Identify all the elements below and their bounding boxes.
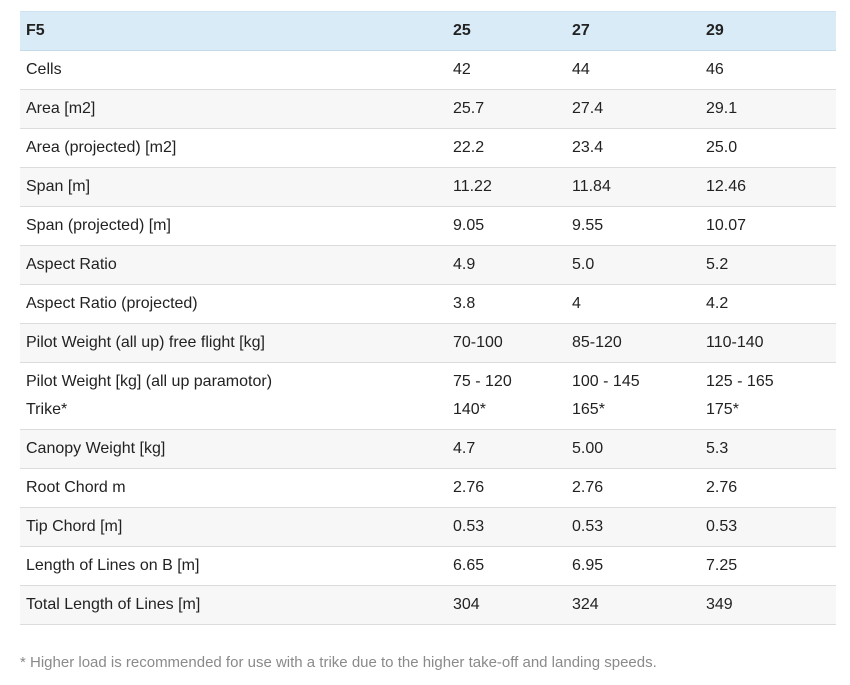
table-cell: 4 bbox=[566, 284, 700, 324]
table-cell: 0.53 bbox=[447, 507, 566, 547]
row-label: Canopy Weight [kg] bbox=[20, 429, 447, 469]
table-cell: 4.9 bbox=[447, 245, 566, 285]
table-cell: 27.4 bbox=[566, 89, 700, 129]
table-row: Pilot Weight (all up) free flight [kg] 7… bbox=[20, 323, 836, 363]
table-cell: 46 bbox=[700, 50, 836, 90]
table-cell: 9.55 bbox=[566, 206, 700, 246]
table-cell: 110-140 bbox=[700, 323, 836, 363]
table-row: Span (projected) [m] 9.05 9.55 10.07 bbox=[20, 206, 836, 246]
table-cell: 25.0 bbox=[700, 128, 836, 168]
row-label: Root Chord m bbox=[20, 468, 447, 508]
header-cell-size-29: 29 bbox=[700, 11, 836, 51]
table-cell: 9.05 bbox=[447, 206, 566, 246]
table-row: Pilot Weight [kg] (all up paramotor) Tri… bbox=[20, 362, 836, 430]
table-cell: 85-120 bbox=[566, 323, 700, 363]
table-row: Total Length of Lines [m] 304 324 349 bbox=[20, 585, 836, 625]
table-cell: 5.0 bbox=[566, 245, 700, 285]
table-cell: 6.95 bbox=[566, 546, 700, 586]
row-label: Pilot Weight [kg] (all up paramotor) Tri… bbox=[20, 362, 447, 430]
table-cell: 25.7 bbox=[447, 89, 566, 129]
table-cell: 10.07 bbox=[700, 206, 836, 246]
table-cell: 75 - 120 140* bbox=[447, 362, 566, 430]
table-row: Canopy Weight [kg] 4.7 5.00 5.3 bbox=[20, 429, 836, 469]
table-cell: 125 - 165 175* bbox=[700, 362, 836, 430]
table-cell: 349 bbox=[700, 585, 836, 625]
table-row: Span [m] 11.22 11.84 12.46 bbox=[20, 167, 836, 207]
row-label: Cells bbox=[20, 50, 447, 90]
table-cell: 3.8 bbox=[447, 284, 566, 324]
table-row: Cells 42 44 46 bbox=[20, 50, 836, 90]
table-cell: 2.76 bbox=[566, 468, 700, 508]
table-cell: 22.2 bbox=[447, 128, 566, 168]
table-cell: 5.2 bbox=[700, 245, 836, 285]
row-label: Length of Lines on B [m] bbox=[20, 546, 447, 586]
table-cell: 11.22 bbox=[447, 167, 566, 207]
table-cell: 4.2 bbox=[700, 284, 836, 324]
header-cell-model: F5 bbox=[20, 11, 447, 51]
header-cell-size-25: 25 bbox=[447, 11, 566, 51]
spec-table: F5 25 27 29 Cells 42 44 46 Area [m2] 25.… bbox=[20, 11, 836, 625]
table-cell: 4.7 bbox=[447, 429, 566, 469]
row-label: Aspect Ratio bbox=[20, 245, 447, 285]
cell-line: 165* bbox=[572, 401, 605, 418]
row-label-line: Trike* bbox=[26, 401, 68, 418]
table-cell: 7.25 bbox=[700, 546, 836, 586]
table-cell: 23.4 bbox=[566, 128, 700, 168]
table-cell: 100 - 145 165* bbox=[566, 362, 700, 430]
table-row: Area [m2] 25.7 27.4 29.1 bbox=[20, 89, 836, 129]
row-label: Area (projected) [m2] bbox=[20, 128, 447, 168]
footnote: * Higher load is recommended for use wit… bbox=[20, 654, 657, 671]
table-cell: 29.1 bbox=[700, 89, 836, 129]
cell-line: 125 - 165 bbox=[706, 373, 774, 390]
table-cell: 44 bbox=[566, 50, 700, 90]
cell-line: 140* bbox=[453, 401, 486, 418]
row-label: Span [m] bbox=[20, 167, 447, 207]
table-row: Length of Lines on B [m] 6.65 6.95 7.25 bbox=[20, 546, 836, 586]
table-cell: 2.76 bbox=[700, 468, 836, 508]
table-row: Tip Chord [m] 0.53 0.53 0.53 bbox=[20, 507, 836, 547]
table-row: Root Chord m 2.76 2.76 2.76 bbox=[20, 468, 836, 508]
table-cell: 324 bbox=[566, 585, 700, 625]
table-cell: 70-100 bbox=[447, 323, 566, 363]
header-cell-size-27: 27 bbox=[566, 11, 700, 51]
table-cell: 5.00 bbox=[566, 429, 700, 469]
cell-line: 75 - 120 bbox=[453, 373, 512, 390]
table-cell: 12.46 bbox=[700, 167, 836, 207]
header-row: F5 25 27 29 bbox=[20, 11, 836, 51]
table-row: Aspect Ratio 4.9 5.0 5.2 bbox=[20, 245, 836, 285]
table-cell: 304 bbox=[447, 585, 566, 625]
table-row: Aspect Ratio (projected) 3.8 4 4.2 bbox=[20, 284, 836, 324]
row-label: Pilot Weight (all up) free flight [kg] bbox=[20, 323, 447, 363]
table-cell: 5.3 bbox=[700, 429, 836, 469]
row-label: Total Length of Lines [m] bbox=[20, 585, 447, 625]
table-cell: 2.76 bbox=[447, 468, 566, 508]
table-row: Area (projected) [m2] 22.2 23.4 25.0 bbox=[20, 128, 836, 168]
table-cell: 0.53 bbox=[700, 507, 836, 547]
table-cell: 6.65 bbox=[447, 546, 566, 586]
cell-line: 175* bbox=[706, 401, 739, 418]
table-header: F5 25 27 29 bbox=[20, 11, 836, 51]
cell-line: 100 - 145 bbox=[572, 373, 640, 390]
table-cell: 11.84 bbox=[566, 167, 700, 207]
row-label: Span (projected) [m] bbox=[20, 206, 447, 246]
row-label: Area [m2] bbox=[20, 89, 447, 129]
table-cell: 0.53 bbox=[566, 507, 700, 547]
row-label: Aspect Ratio (projected) bbox=[20, 284, 447, 324]
spec-table-container: F5 25 27 29 Cells 42 44 46 Area [m2] 25.… bbox=[20, 11, 836, 625]
row-label: Tip Chord [m] bbox=[20, 507, 447, 547]
table-body: Cells 42 44 46 Area [m2] 25.7 27.4 29.1 … bbox=[20, 50, 836, 625]
table-cell: 42 bbox=[447, 50, 566, 90]
row-label-line: Pilot Weight [kg] (all up paramotor) bbox=[26, 373, 273, 390]
